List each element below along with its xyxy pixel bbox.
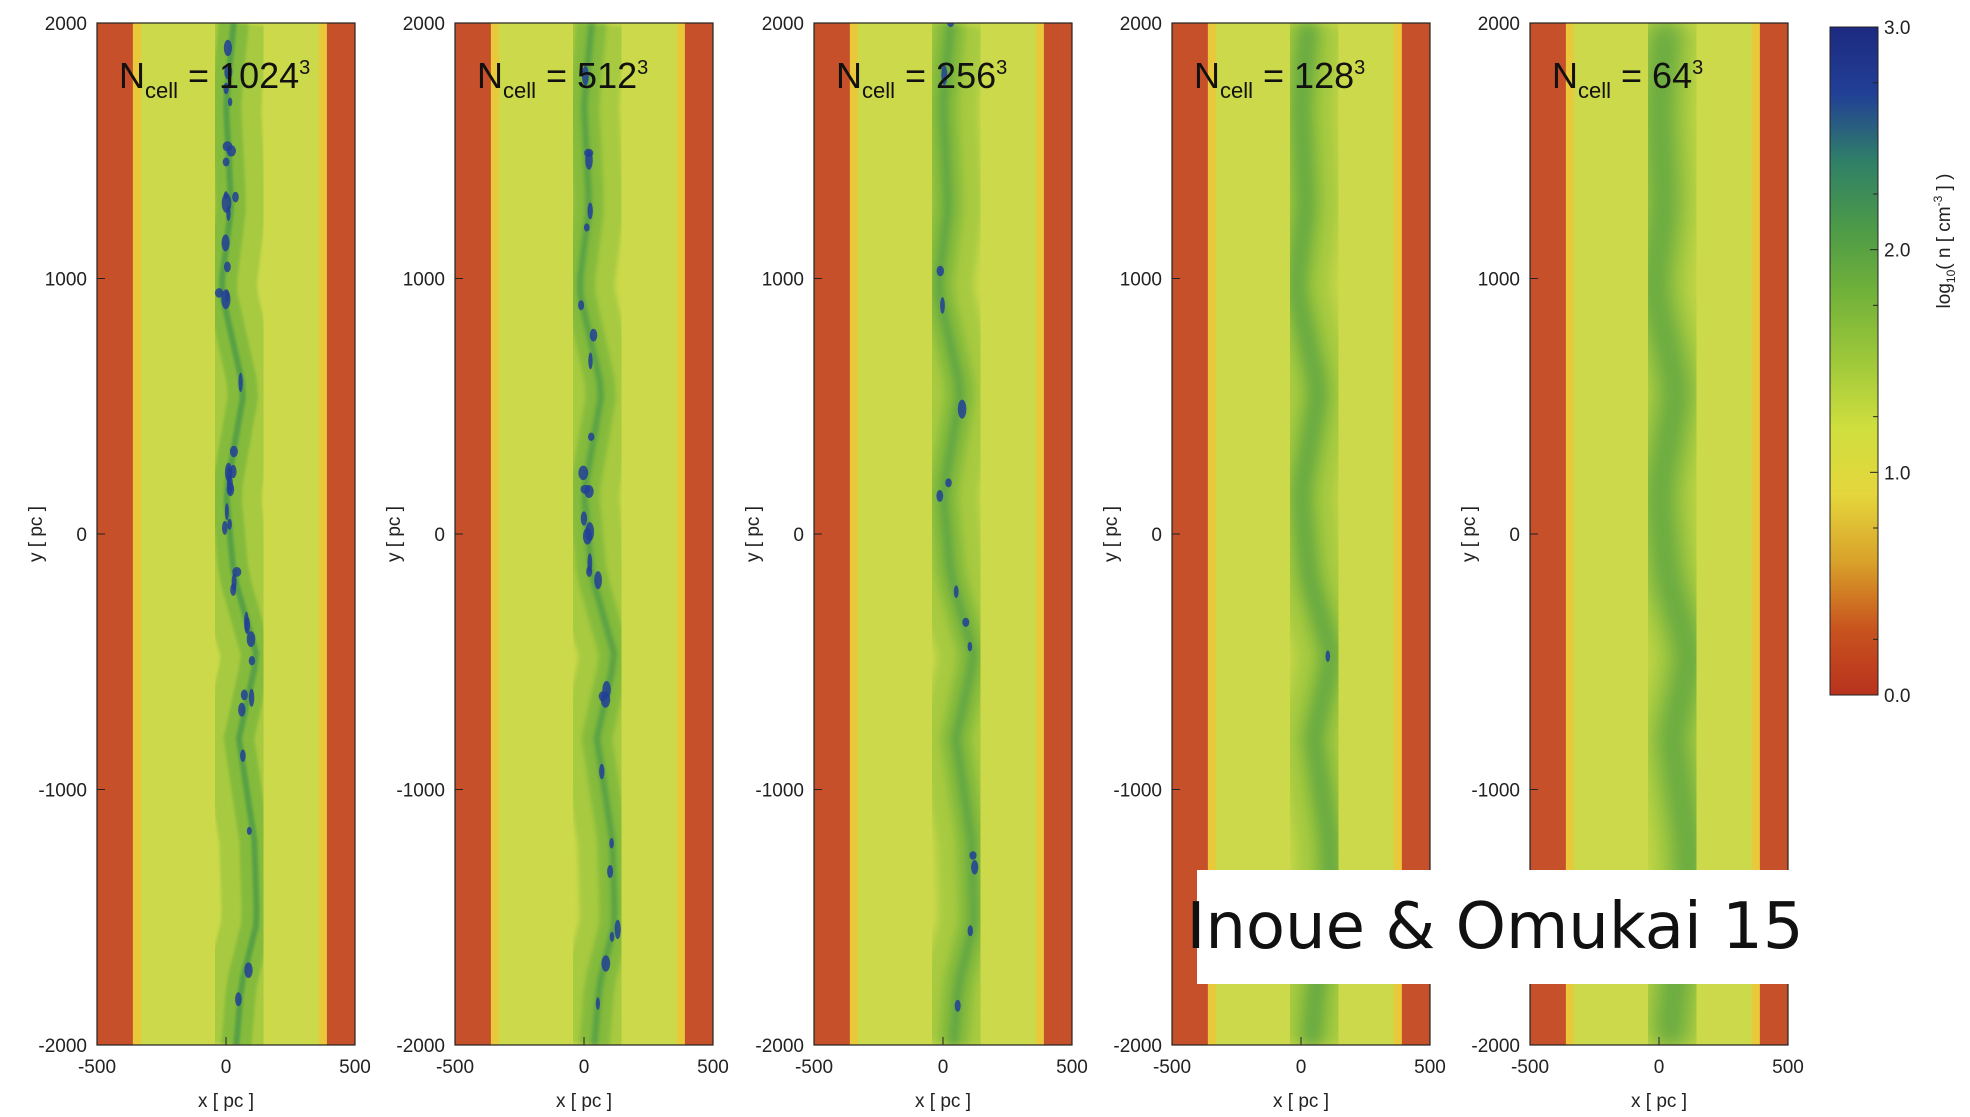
x-axis-label: x [ pc ] [915, 1091, 971, 1112]
density-panel-1024: Ncell = 10243 2000 1000 0 -1000 -2000-500 0 500… [26, 14, 371, 1112]
x-tick-label: 0 [1296, 1057, 1307, 1078]
x-tick-label: 0 [221, 1057, 232, 1078]
x-tick-label: 500 [1772, 1057, 1804, 1078]
colorbar-tick-label: 3.0 [1884, 18, 1910, 39]
y-tick-label: -2000 [396, 1036, 445, 1057]
x-axis-label: x [ pc ] [1631, 1091, 1687, 1112]
y-tick-label: -1000 [755, 781, 804, 802]
y-axis-label: y [ pc ] [26, 506, 47, 562]
y-tick-label: 1000 [45, 270, 87, 291]
x-tick-label: 0 [579, 1057, 590, 1078]
panel-title: Ncell = 5123 [477, 55, 648, 103]
x-tick-label: 0 [1654, 1057, 1665, 1078]
y-tick-label: 1000 [762, 270, 804, 291]
credit-label: Inoue & Omukai 15 [1186, 870, 1804, 984]
x-tick-label: -500 [1511, 1057, 1549, 1078]
y-tick-label: 2000 [403, 14, 445, 35]
y-tick-label: 1000 [403, 270, 445, 291]
colorbar [1829, 26, 1879, 696]
y-tick-label: -1000 [1113, 781, 1162, 802]
x-tick-label: 0 [938, 1057, 949, 1078]
y-tick-label: 2000 [1478, 14, 1520, 35]
x-tick-label: 500 [1056, 1057, 1088, 1078]
y-tick-label: 2000 [1120, 14, 1162, 35]
y-tick-label: 0 [434, 525, 445, 546]
y-tick-label: 0 [1509, 525, 1520, 546]
x-tick-label: 500 [697, 1057, 729, 1078]
y-axis-label: y [ pc ] [743, 506, 764, 562]
x-axis-label: x [ pc ] [1273, 1091, 1329, 1112]
y-tick-label: 2000 [45, 14, 87, 35]
panel-title: Ncell = 10243 [119, 55, 310, 103]
x-tick-label: 500 [1414, 1057, 1446, 1078]
colorbar-tick-label: 2.0 [1884, 241, 1910, 262]
x-tick-label: -500 [436, 1057, 474, 1078]
y-tick-label: 1000 [1478, 270, 1520, 291]
panel-title: Ncell = 1283 [1194, 55, 1365, 103]
y-tick-label: 1000 [1120, 270, 1162, 291]
y-tick-label: 0 [76, 525, 87, 546]
y-tick-label: -2000 [1471, 1036, 1520, 1057]
colorbar-tick-label: 1.0 [1884, 463, 1910, 484]
density-panel-512: Ncell = 5123 2000 1000 0 -1000 -2000-500 0 500 x… [384, 14, 729, 1112]
y-tick-label: -2000 [38, 1036, 87, 1057]
y-axis-label: y [ pc ] [1459, 506, 1480, 562]
y-tick-label: -1000 [38, 781, 87, 802]
y-tick-label: 0 [793, 525, 804, 546]
y-tick-label: -1000 [1471, 781, 1520, 802]
y-tick-label: 2000 [762, 14, 804, 35]
colorbar-label: log10( n [ cm-3 ] ) [1931, 174, 1958, 309]
x-tick-label: -500 [1153, 1057, 1191, 1078]
density-panel-256: Ncell = 2563 2000 1000 0 -1000 -2000-500 0 500 x… [743, 14, 1088, 1112]
panel-title: Ncell = 643 [1552, 55, 1703, 103]
y-tick-label: -2000 [1113, 1036, 1162, 1057]
y-tick-label: 0 [1151, 525, 1162, 546]
x-axis-label: x [ pc ] [198, 1091, 254, 1112]
colorbar-tick-label: 0.0 [1884, 686, 1910, 707]
x-tick-label: 500 [339, 1057, 371, 1078]
x-axis-label: x [ pc ] [556, 1091, 612, 1112]
y-tick-label: -1000 [396, 781, 445, 802]
y-tick-label: -2000 [755, 1036, 804, 1057]
x-tick-label: -500 [795, 1057, 833, 1078]
x-tick-label: -500 [78, 1057, 116, 1078]
panel-title: Ncell = 2563 [836, 55, 1007, 103]
y-axis-label: y [ pc ] [1101, 506, 1122, 562]
y-axis-label: y [ pc ] [384, 506, 405, 562]
